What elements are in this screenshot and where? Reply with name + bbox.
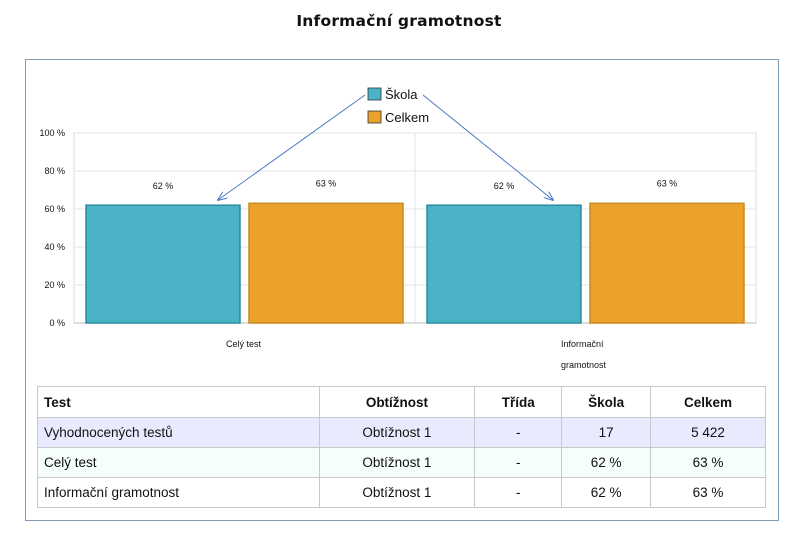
cell-obtiznost: Obtížnost 1	[318, 477, 476, 508]
cell-celkem: 5 422	[650, 417, 766, 448]
header-celkem: Celkem	[650, 386, 766, 418]
cell-test: Vyhodnocených testů	[37, 417, 320, 448]
x-category-label: Informační	[561, 339, 604, 349]
page-title: Informační gramotnost	[296, 12, 502, 30]
report-frame	[25, 59, 779, 521]
table-row: Vyhodnocených testů Obtížnost 1 - 17 5 4…	[37, 417, 766, 448]
annotation-arrow	[422, 94, 553, 200]
cell-test: Celý test	[37, 447, 320, 478]
cell-trida: -	[474, 417, 563, 448]
cell-celkem: 63 %	[650, 447, 766, 478]
legend-label-celkem: Celkem	[385, 110, 429, 125]
y-tick-label: 40 %	[44, 242, 65, 252]
cell-trida: -	[474, 477, 563, 508]
bar-celkem	[248, 202, 404, 324]
cell-skola: 17	[561, 417, 652, 448]
annotation-arrow	[218, 94, 366, 200]
data-label: 63 %	[657, 178, 678, 188]
cell-skola: 62 %	[561, 477, 652, 508]
y-tick-label: 80 %	[44, 166, 65, 176]
data-label: 62 %	[153, 181, 174, 191]
header-trida: Třída	[474, 386, 563, 418]
legend-label-skola: Škola	[385, 87, 418, 102]
legend-swatch-skola	[367, 87, 382, 101]
table-row: Celý test Obtížnost 1 - 62 % 63 %	[37, 447, 766, 478]
cell-test: Informační gramotnost	[37, 477, 320, 508]
cell-trida: -	[474, 447, 563, 478]
y-tick-label: 20 %	[44, 280, 65, 290]
bar-chart: 0 % 20 % 40 % 60 % 80 % 100 % 62 % 63 % Celý tes…	[39, 87, 757, 370]
data-label: 63 %	[316, 178, 337, 188]
cell-skola: 62 %	[561, 447, 652, 478]
bar-skola	[85, 204, 241, 324]
cell-celkem: 63 %	[650, 477, 766, 508]
results-table: Test Obtížnost Třída Škola Celkem Vyhodn…	[37, 386, 766, 508]
legend-swatch-celkem	[367, 110, 382, 124]
header-skola: Škola	[561, 386, 652, 418]
y-tick-label: 0 %	[49, 318, 65, 328]
table-row: Informační gramotnost Obtížnost 1 - 62 %…	[37, 477, 766, 508]
bar-skola	[426, 204, 582, 324]
cell-obtiznost: Obtížnost 1	[318, 417, 476, 448]
bar-celkem	[589, 202, 745, 324]
x-category-label: gramotnost	[561, 360, 607, 370]
y-tick-label: 60 %	[44, 204, 65, 214]
table-header-row: Test Obtížnost Třída Škola Celkem	[37, 386, 766, 418]
x-category-label: Celý test	[226, 339, 262, 349]
data-label: 62 %	[494, 181, 515, 191]
cell-obtiznost: Obtížnost 1	[318, 447, 476, 478]
header-obtiznost: Obtížnost	[318, 386, 476, 418]
y-tick-label: 100 %	[39, 128, 65, 138]
header-test: Test	[37, 386, 320, 418]
